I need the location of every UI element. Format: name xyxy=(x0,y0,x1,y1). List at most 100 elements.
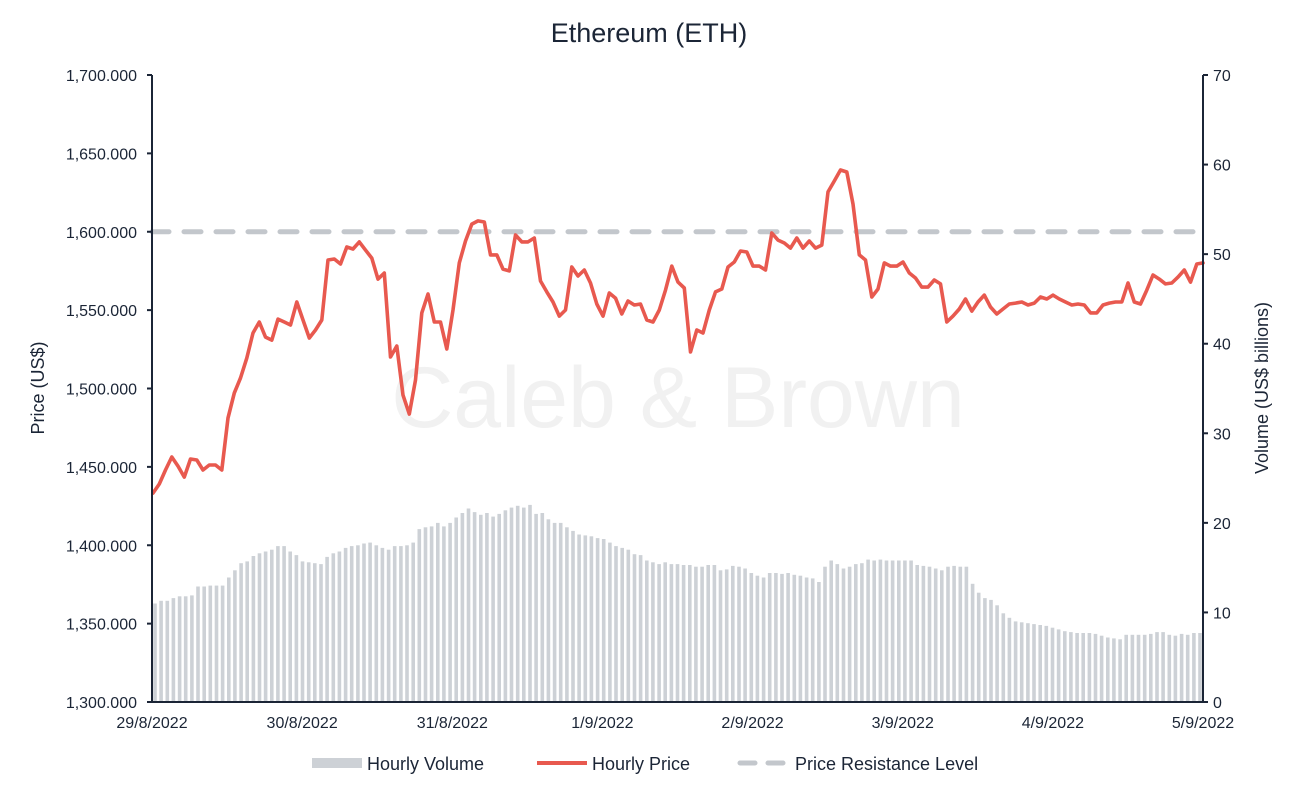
right-tick-label: 50 xyxy=(1213,247,1231,264)
right-tick-label: 20 xyxy=(1213,516,1231,533)
volume-bar xyxy=(503,510,508,702)
legend-volume-swatch xyxy=(312,758,362,768)
volume-bar xyxy=(558,522,563,702)
volume-bar xyxy=(165,600,170,702)
volume-bar xyxy=(1185,634,1190,702)
volume-bar xyxy=(841,568,846,702)
volume-bar xyxy=(872,560,876,702)
volume-bar xyxy=(1099,635,1104,702)
volume-bar xyxy=(153,603,157,702)
volume-bar xyxy=(491,516,495,702)
volume-bar xyxy=(933,568,938,702)
volume-bar xyxy=(313,563,317,702)
legend-resistance-label: Price Resistance Level xyxy=(795,754,978,774)
volume-bar xyxy=(1044,625,1049,702)
volume-bar xyxy=(319,564,323,702)
volume-bar xyxy=(368,542,372,702)
volume-bar xyxy=(1106,637,1110,702)
right-tick-label: 60 xyxy=(1213,158,1231,175)
volume-bar xyxy=(810,578,815,702)
volume-bar xyxy=(392,546,397,702)
volume-bar xyxy=(847,566,852,702)
volume-bar xyxy=(1007,617,1012,702)
volume-bar xyxy=(1063,631,1067,702)
volume-bar xyxy=(989,599,993,702)
volume-bar xyxy=(337,551,342,702)
volume-bar xyxy=(835,564,840,702)
volume-bar xyxy=(497,513,501,702)
volume-bar xyxy=(897,560,901,702)
x-tick-label: 1/9/2022 xyxy=(571,715,633,732)
volume-bar xyxy=(534,513,538,702)
volume-bar xyxy=(349,546,354,702)
right-tick-label: 40 xyxy=(1213,337,1231,354)
volume-bar xyxy=(343,547,348,702)
volume-bar xyxy=(208,585,213,702)
volume-bar xyxy=(983,598,987,702)
volume-bar xyxy=(743,568,747,702)
volume-bar xyxy=(761,577,766,702)
volume-bar xyxy=(1124,634,1128,702)
volume-bar xyxy=(952,565,956,702)
volume-bar xyxy=(688,565,692,702)
volume-bar xyxy=(509,507,514,702)
right-tick-label: 30 xyxy=(1213,426,1231,443)
volume-bar xyxy=(245,561,249,702)
volume-bar xyxy=(411,542,415,702)
volume-bar xyxy=(472,512,477,702)
volume-bar xyxy=(1136,634,1141,702)
volume-bar xyxy=(227,577,231,702)
left-tick-label: 1,300.000 xyxy=(66,695,137,712)
volume-bar xyxy=(620,547,624,702)
left-tick-label: 1,450.000 xyxy=(66,460,137,477)
legend-volume-label: Hourly Volume xyxy=(367,754,484,774)
x-tick-label: 5/9/2022 xyxy=(1172,715,1234,732)
volume-bar xyxy=(1167,634,1172,702)
volume-bar xyxy=(577,534,581,702)
volume-bar xyxy=(712,565,717,702)
volume-bar xyxy=(786,573,790,702)
left-tick-label: 1,350.000 xyxy=(66,617,137,634)
volume-bar xyxy=(601,539,606,702)
volume-bar xyxy=(866,559,870,702)
volume-bar xyxy=(263,551,268,702)
volume-bar xyxy=(485,513,489,702)
volume-bar xyxy=(571,530,575,702)
volume-bar xyxy=(663,562,667,702)
volume-bar xyxy=(196,586,200,702)
volume-bar xyxy=(429,526,434,702)
volume-bar xyxy=(946,566,950,702)
volume-bar xyxy=(632,554,637,702)
volume-bar xyxy=(964,566,969,702)
volume-bar xyxy=(755,575,760,702)
volume-bar xyxy=(202,586,206,702)
volume-bar xyxy=(479,514,483,702)
volume-bar xyxy=(1075,633,1079,702)
volume-bar xyxy=(380,547,385,702)
volume-bar xyxy=(718,570,723,702)
volume-bar xyxy=(220,585,225,702)
volume-bar xyxy=(1050,627,1055,702)
volume-bar xyxy=(737,566,741,702)
volume-bar xyxy=(700,566,704,702)
volume-bar xyxy=(257,553,262,702)
volume-bar xyxy=(645,560,649,702)
volume-bar xyxy=(1118,639,1122,702)
volume-bar xyxy=(829,560,833,702)
volume-bar xyxy=(878,559,883,702)
volume-bar xyxy=(890,560,895,702)
volume-bar xyxy=(386,549,391,702)
volume-bar xyxy=(638,555,643,702)
volume-bar xyxy=(528,504,532,702)
volume-bar xyxy=(1173,635,1178,702)
volume-bar xyxy=(565,527,569,702)
volume-bar xyxy=(921,565,926,702)
volume-bar xyxy=(159,600,163,702)
volume-bar xyxy=(190,595,194,702)
volume-bar xyxy=(995,605,999,702)
volume-bar xyxy=(515,505,520,702)
volume-bar xyxy=(1149,633,1153,702)
volume-bar xyxy=(436,522,440,702)
volume-bar xyxy=(423,527,428,702)
